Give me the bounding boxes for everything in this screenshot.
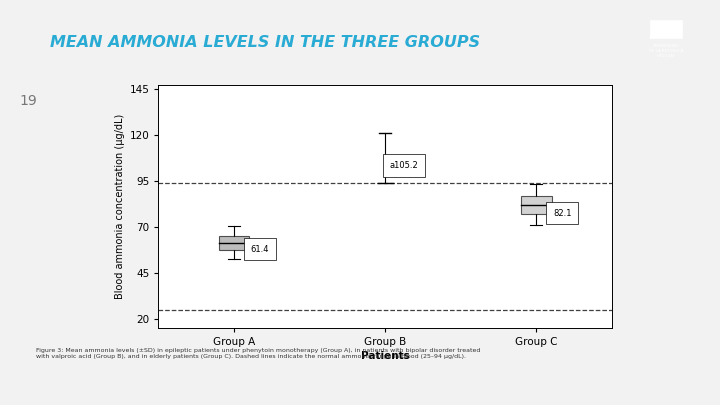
Y-axis label: Blood ammonia concentration (µg/dL): Blood ammonia concentration (µg/dL) bbox=[115, 114, 125, 299]
Text: UNIVERSIDAD
DE LA REPÚBLICA
URUGUAY: UNIVERSIDAD DE LA REPÚBLICA URUGUAY bbox=[649, 44, 683, 58]
FancyBboxPatch shape bbox=[521, 196, 552, 214]
Text: MEAN AMMONIA LEVELS IN THE THREE GROUPS: MEAN AMMONIA LEVELS IN THE THREE GROUPS bbox=[50, 35, 480, 50]
Text: 19: 19 bbox=[20, 94, 37, 108]
Text: a105.2: a105.2 bbox=[390, 161, 418, 170]
X-axis label: Patients: Patients bbox=[361, 351, 410, 361]
FancyBboxPatch shape bbox=[219, 236, 249, 250]
Text: Figure 3: Mean ammonia levels (±SD) in epileptic patients under phenytoin monoth: Figure 3: Mean ammonia levels (±SD) in e… bbox=[36, 348, 480, 359]
Bar bbox=[650, 19, 682, 38]
Text: 82.1: 82.1 bbox=[553, 209, 572, 218]
Text: 61.4: 61.4 bbox=[251, 245, 269, 254]
